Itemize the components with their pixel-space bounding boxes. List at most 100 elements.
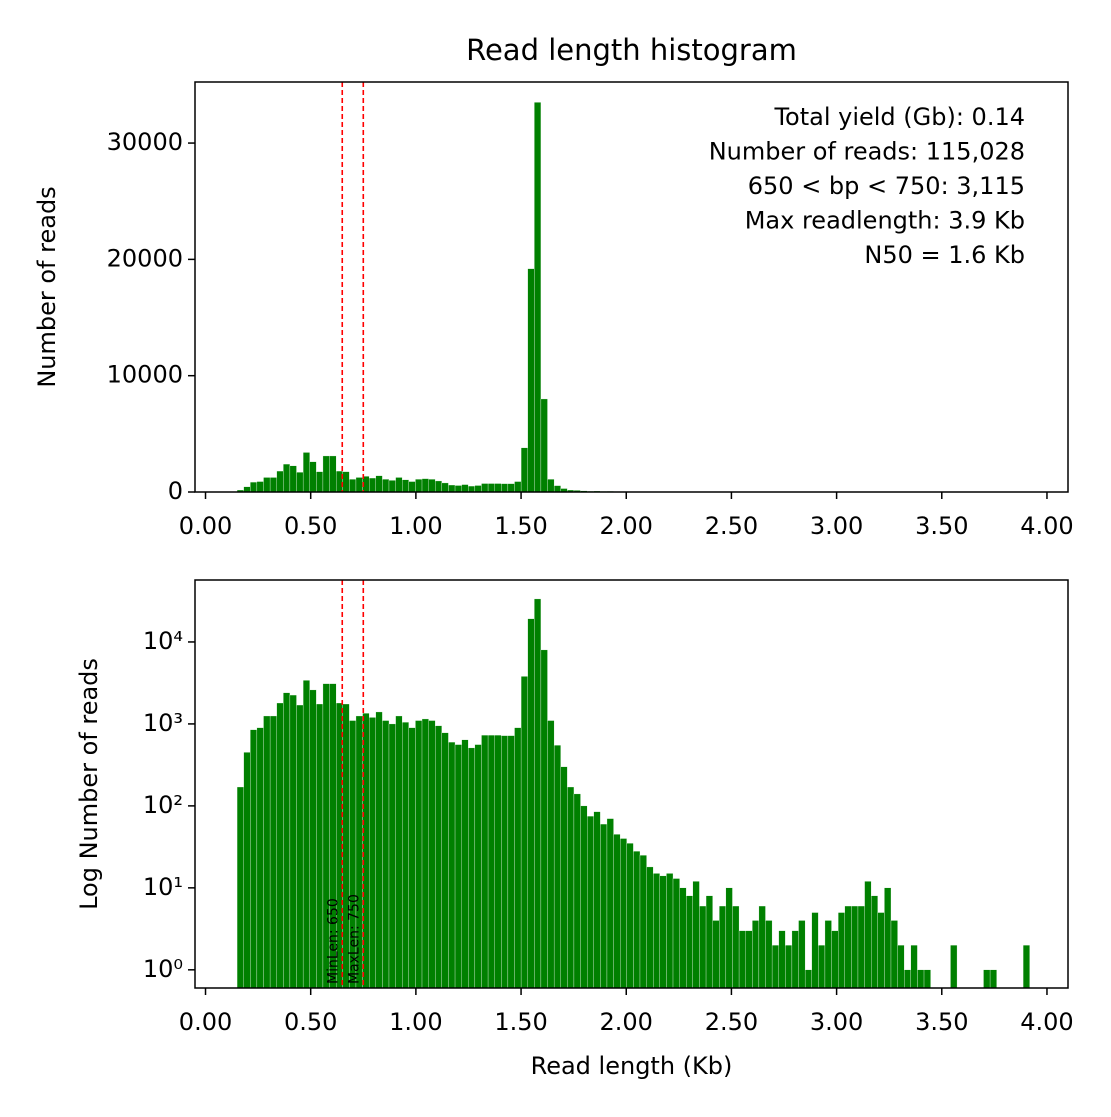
bar <box>395 715 403 989</box>
bar <box>468 485 476 493</box>
bar <box>269 477 277 493</box>
bar <box>514 727 522 989</box>
y-tick-label: 0 <box>168 477 183 505</box>
y-tick-label: 10⁴ <box>143 627 183 655</box>
bar <box>923 969 931 989</box>
bar <box>461 739 469 989</box>
bar <box>679 887 687 989</box>
bar <box>382 720 390 989</box>
bar <box>771 944 779 989</box>
axes-frame <box>194 579 1069 989</box>
bar <box>369 717 376 989</box>
bar <box>250 729 258 989</box>
bar <box>904 969 911 989</box>
x-tick-label: 1.00 <box>389 512 442 540</box>
y-tick-label: 10³ <box>143 709 183 737</box>
bar <box>395 477 403 493</box>
bar <box>283 463 291 493</box>
bar <box>580 805 588 989</box>
bar <box>791 930 799 989</box>
bar <box>283 692 291 989</box>
bar <box>573 793 581 989</box>
bar <box>256 727 264 989</box>
bar <box>481 734 489 989</box>
bar <box>897 944 905 989</box>
bar <box>745 930 753 989</box>
bar <box>408 727 416 989</box>
bar <box>527 618 535 989</box>
bar <box>402 479 409 493</box>
x-tick-label: 3.00 <box>810 1008 863 1036</box>
y-tick-label: 10000 <box>107 361 183 389</box>
bar <box>752 920 760 989</box>
bar <box>302 680 310 989</box>
bar <box>639 855 647 989</box>
bar <box>342 471 350 493</box>
bar <box>507 483 515 493</box>
bar <box>494 734 502 989</box>
x-tick-label: 0.50 <box>284 1008 337 1036</box>
bar <box>388 723 396 989</box>
bar <box>732 905 740 989</box>
bar <box>289 694 297 989</box>
bar <box>567 786 575 989</box>
x-tick-label: 2.00 <box>600 512 653 540</box>
bar <box>435 725 442 989</box>
bar <box>560 766 568 989</box>
bar <box>620 838 627 989</box>
bar <box>540 398 548 493</box>
bar <box>606 818 614 989</box>
bar <box>712 920 720 989</box>
bar <box>838 912 845 989</box>
bar <box>527 268 535 493</box>
bar <box>487 734 495 989</box>
bar <box>884 887 892 989</box>
bar <box>448 484 456 493</box>
bar <box>890 920 898 989</box>
bar <box>811 912 819 989</box>
bar <box>276 702 284 989</box>
bar <box>501 735 509 989</box>
bar <box>646 866 654 989</box>
bar <box>507 735 515 989</box>
y-tick-label: 10² <box>143 791 183 819</box>
y-axis-label: Log Number of reads <box>75 658 103 910</box>
chart-title: Read length histogram <box>466 33 797 67</box>
bar <box>765 920 773 989</box>
bar <box>553 485 561 493</box>
bar <box>534 598 542 989</box>
bar <box>633 851 641 989</box>
bar <box>256 481 264 493</box>
bar <box>487 483 495 493</box>
bar <box>520 676 528 989</box>
bar <box>778 930 786 989</box>
bar <box>520 447 528 493</box>
bar <box>877 912 885 989</box>
bar <box>1022 944 1030 989</box>
threshold-label: MinLen: 650 <box>325 898 341 984</box>
bar <box>481 483 489 493</box>
bar <box>494 483 502 493</box>
bar <box>686 895 693 989</box>
bar <box>322 455 330 493</box>
bar <box>474 744 482 989</box>
bar <box>950 944 958 989</box>
bar <box>388 480 396 493</box>
bar <box>316 471 324 493</box>
bar <box>441 482 449 493</box>
axes-frame <box>194 81 1069 493</box>
annotation: 650 < bp < 750: 3,115 <box>748 172 1025 200</box>
threshold-label: MaxLen: 750 <box>346 894 362 984</box>
bar <box>844 905 852 989</box>
bar <box>917 969 925 989</box>
bar <box>269 715 277 989</box>
bar <box>857 905 865 989</box>
bar <box>461 484 469 493</box>
bar <box>659 875 667 989</box>
bar <box>547 720 555 989</box>
bar <box>243 752 251 989</box>
annotation: N50 = 1.6 Kb <box>864 241 1025 269</box>
bar <box>454 485 462 493</box>
bar <box>705 895 713 989</box>
annotation: Number of reads: 115,028 <box>709 138 1025 166</box>
